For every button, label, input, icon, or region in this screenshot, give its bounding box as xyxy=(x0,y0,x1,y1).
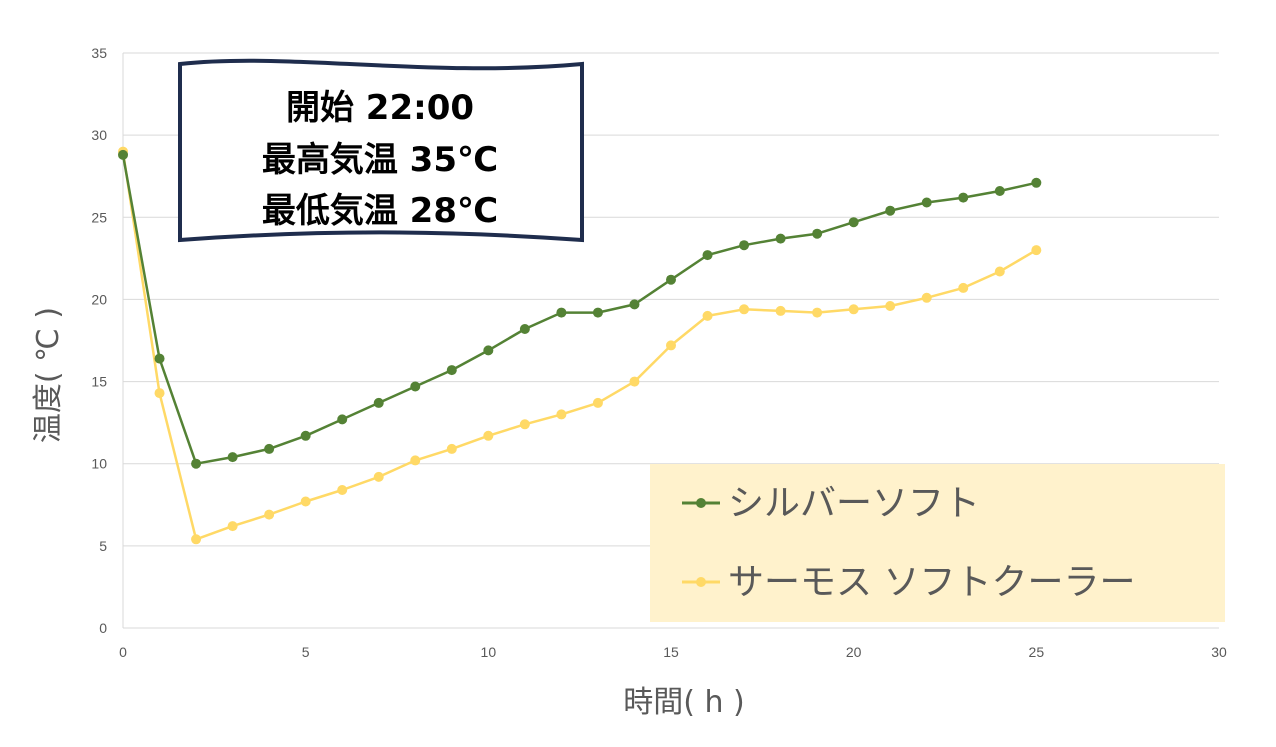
annotation-banner: 開始 22:00 最高気温 35℃ 最低気温 28℃ xyxy=(178,58,584,243)
legend-marker-silver xyxy=(696,498,706,508)
data-point xyxy=(264,443,275,454)
data-point xyxy=(556,409,567,420)
data-point xyxy=(994,186,1005,196)
data-point xyxy=(592,397,603,408)
y-tick-label: 5 xyxy=(99,538,107,554)
series-layer xyxy=(118,146,1042,545)
data-point xyxy=(227,452,238,463)
x-tick-label: 25 xyxy=(1029,644,1045,660)
data-point xyxy=(446,443,457,454)
data-point xyxy=(885,301,896,311)
data-point xyxy=(592,307,603,318)
x-tick-label: 30 xyxy=(1211,644,1227,660)
data-point xyxy=(300,430,311,441)
annotation-line-3: 最低気温 28℃ xyxy=(262,191,498,231)
legend-label-thermos: サーモス ソフトクーラー xyxy=(728,562,1135,603)
data-point xyxy=(410,381,421,392)
data-point xyxy=(337,414,348,425)
data-point xyxy=(775,305,786,316)
data-point xyxy=(885,205,896,216)
data-point xyxy=(191,534,202,545)
data-point xyxy=(848,304,859,315)
data-point xyxy=(556,307,567,318)
legend-marker-thermos xyxy=(696,577,706,587)
legend: シルバーソフト サーモス ソフトクーラー xyxy=(650,464,1225,622)
data-point xyxy=(812,307,823,318)
y-tick-label: 0 xyxy=(99,620,107,636)
data-point xyxy=(446,365,457,376)
x-tick-label: 5 xyxy=(302,644,310,660)
data-point xyxy=(775,233,786,244)
data-point xyxy=(921,292,932,303)
annotation-banner-shape xyxy=(178,58,584,243)
data-point xyxy=(264,509,275,520)
data-point xyxy=(483,430,494,441)
y-tick-label: 30 xyxy=(91,127,107,143)
data-point xyxy=(958,192,969,203)
y-tick-label: 35 xyxy=(91,45,107,61)
data-point xyxy=(337,485,348,495)
y-axis: 0 5 10 15 20 25 30 35 xyxy=(91,45,124,636)
legend-label-silver: シルバーソフト xyxy=(728,483,980,524)
data-point xyxy=(300,496,311,507)
data-point xyxy=(519,419,530,430)
data-point xyxy=(629,299,640,310)
series-line xyxy=(121,154,1037,465)
data-point xyxy=(812,228,823,239)
data-point xyxy=(848,217,859,228)
annotation-line-2: 最高気温 35℃ xyxy=(262,140,498,180)
y-tick-label: 15 xyxy=(91,374,107,390)
data-point xyxy=(191,458,202,469)
data-point xyxy=(154,388,165,399)
data-point xyxy=(118,149,128,160)
data-point xyxy=(483,345,494,356)
data-point xyxy=(958,282,969,293)
y-tick-label: 20 xyxy=(91,291,107,307)
data-point xyxy=(154,353,165,364)
data-point xyxy=(227,521,238,532)
data-point xyxy=(629,376,640,387)
data-point xyxy=(666,340,676,351)
data-point xyxy=(666,274,676,285)
series-0 xyxy=(118,149,1042,469)
x-axis: 0 5 10 15 20 25 30 xyxy=(119,627,1227,660)
data-point xyxy=(921,197,932,208)
data-point xyxy=(994,266,1005,277)
data-point xyxy=(410,455,421,466)
x-tick-label: 0 xyxy=(119,644,127,660)
data-point xyxy=(1031,177,1042,188)
annotation-line-1: 開始 22:00 xyxy=(286,88,474,128)
y-axis-title: 温度( ℃ ) xyxy=(31,307,66,443)
data-point xyxy=(519,324,530,334)
legend-background xyxy=(650,464,1225,622)
x-axis-title: 時間( h ) xyxy=(623,685,745,720)
data-point xyxy=(373,397,384,408)
data-point xyxy=(702,250,713,261)
x-tick-label: 20 xyxy=(846,644,862,660)
data-point xyxy=(373,471,384,482)
y-tick-label: 10 xyxy=(91,456,107,472)
data-point xyxy=(702,310,713,321)
series-line xyxy=(121,151,1037,541)
data-point xyxy=(739,304,750,315)
data-point xyxy=(739,240,750,251)
x-tick-label: 10 xyxy=(481,644,497,660)
y-tick-label: 25 xyxy=(91,209,107,225)
data-point xyxy=(1031,245,1042,256)
x-tick-label: 15 xyxy=(663,644,679,660)
